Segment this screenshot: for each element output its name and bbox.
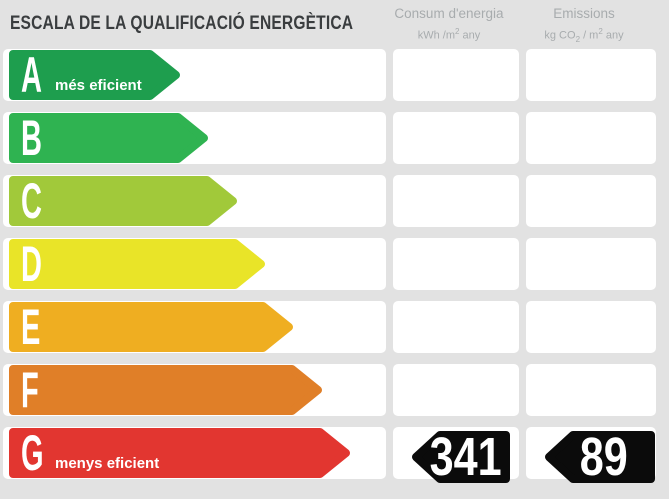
- rating-row: B: [0, 112, 669, 164]
- emissions-cell: [526, 238, 656, 290]
- rating-arrow-C: [9, 176, 237, 226]
- emissions-unit-text3: any: [602, 29, 624, 42]
- rating-arrow-D: [9, 239, 265, 289]
- emissions-cell: [526, 301, 656, 353]
- page-title: ESCALA DE LA QUALIFICACIÓ ENERGÈTICA: [10, 13, 354, 34]
- consum-unit-text: kWh /m: [417, 29, 456, 42]
- consum-cell: [393, 49, 519, 101]
- rating-arrow-F: [9, 365, 322, 415]
- emissions-unit-sub: 2: [575, 34, 581, 44]
- column-header-emissions: Emissions kg CO2 / m2 any: [521, 6, 647, 47]
- emissions-value: 89: [579, 427, 628, 487]
- rating-letter: F: [21, 362, 39, 418]
- emissions-header-unit: kg CO2 / m2 any: [521, 24, 647, 47]
- rating-arrow-B: [9, 113, 208, 163]
- emissions-header-label: Emissions: [553, 6, 615, 21]
- rating-row: C: [0, 175, 669, 227]
- emissions-value-tag: [545, 431, 655, 483]
- consum-value-tag: [412, 431, 510, 483]
- consum-cell: [393, 301, 519, 353]
- rating-letter: A: [21, 47, 42, 103]
- column-header-consum: Consum d'energia kWh /m2 any: [386, 6, 512, 44]
- rating-letter: E: [21, 299, 41, 355]
- consum-cell: [393, 112, 519, 164]
- emissions-cell: [526, 112, 656, 164]
- rating-row: E: [0, 301, 669, 353]
- consum-value: 341: [429, 427, 502, 487]
- consum-unit-text2: any: [459, 29, 481, 42]
- rating-row: G menys eficient 341 89: [0, 425, 669, 484]
- rating-letter: C: [21, 173, 42, 229]
- rating-row: D: [0, 238, 669, 290]
- rating-letter: B: [21, 110, 42, 166]
- emissions-cell: [526, 175, 656, 227]
- emissions-unit-sup: 2: [598, 27, 603, 36]
- emissions-cell: [526, 364, 656, 416]
- emissions-unit-text: kg CO: [544, 29, 576, 42]
- consum-header-unit: kWh /m2 any: [386, 24, 512, 44]
- rating-row: F: [0, 364, 669, 416]
- consum-cell: [393, 364, 519, 416]
- rating-arrow-E: [9, 302, 293, 352]
- rating-sublabel: més eficient: [55, 77, 142, 94]
- rating-row: A més eficient: [0, 49, 669, 101]
- consum-unit-sup: 2: [455, 27, 460, 36]
- emissions-unit-text2: / m: [580, 29, 599, 42]
- consum-header-label: Consum d'energia: [394, 6, 504, 21]
- rating-arrow-G: [9, 428, 350, 478]
- rating-letter: G: [21, 425, 44, 481]
- consum-cell: [393, 175, 519, 227]
- consum-cell: [393, 238, 519, 290]
- rating-letter: D: [21, 236, 42, 292]
- rating-arrow-A: [9, 50, 180, 100]
- rating-sublabel: menys eficient: [55, 455, 160, 472]
- emissions-cell: [526, 49, 656, 101]
